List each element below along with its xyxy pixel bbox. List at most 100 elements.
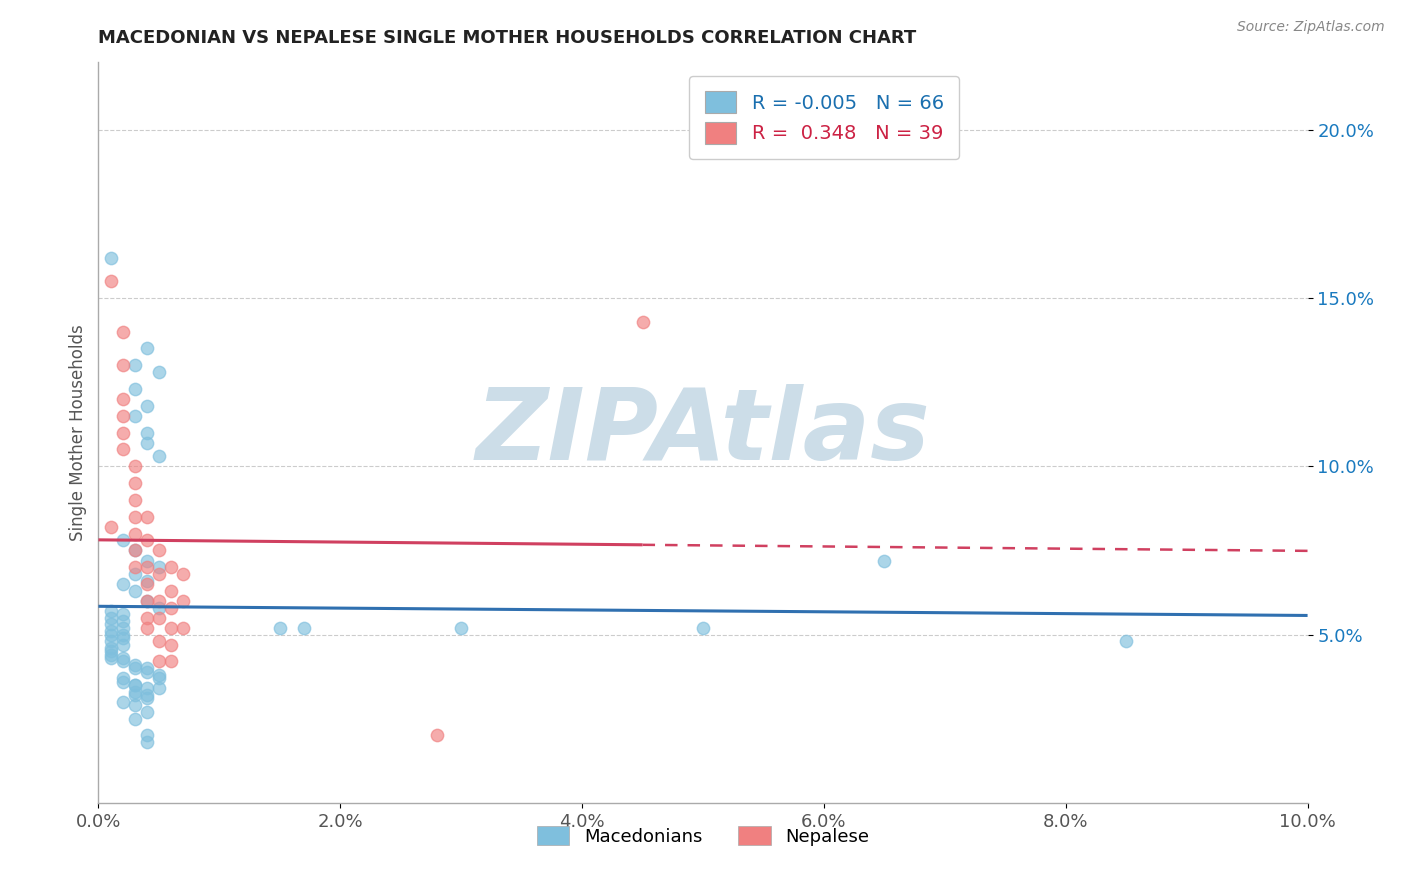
Point	[111, 638, 134, 652]
Point	[148, 634, 170, 648]
Point	[631, 315, 654, 329]
Point	[124, 459, 146, 474]
Point	[124, 698, 146, 713]
Point	[124, 476, 146, 491]
Point	[100, 640, 122, 655]
Point	[148, 449, 170, 463]
Point	[100, 648, 122, 662]
Point	[148, 365, 170, 379]
Point	[135, 577, 157, 591]
Point	[111, 655, 134, 669]
Point	[148, 560, 170, 574]
Point	[100, 274, 122, 288]
Point	[111, 695, 134, 709]
Point	[100, 520, 122, 534]
Point	[124, 661, 146, 675]
Point	[111, 614, 134, 628]
Point	[111, 359, 134, 373]
Point	[111, 577, 134, 591]
Point	[450, 621, 472, 635]
Point	[124, 583, 146, 598]
Point	[111, 409, 134, 423]
Point	[100, 610, 122, 624]
Point	[135, 553, 157, 567]
Point	[160, 560, 183, 574]
Point	[111, 325, 134, 339]
Point	[135, 594, 157, 608]
Point	[148, 668, 170, 682]
Point	[160, 655, 183, 669]
Point	[135, 729, 157, 743]
Point	[111, 442, 134, 457]
Point	[124, 409, 146, 423]
Point	[160, 621, 183, 635]
Point	[111, 674, 134, 689]
Point	[873, 553, 896, 567]
Point	[135, 399, 157, 413]
Point	[124, 382, 146, 396]
Point	[135, 621, 157, 635]
Point	[160, 638, 183, 652]
Point	[124, 657, 146, 672]
Point	[135, 735, 157, 749]
Point	[135, 688, 157, 702]
Point	[135, 691, 157, 706]
Point	[269, 621, 291, 635]
Point	[124, 685, 146, 699]
Point	[135, 560, 157, 574]
Point	[292, 621, 315, 635]
Point	[100, 624, 122, 639]
Point	[135, 681, 157, 696]
Point	[148, 566, 170, 581]
Point	[100, 251, 122, 265]
Point	[124, 688, 146, 702]
Text: ZIPAtlas: ZIPAtlas	[475, 384, 931, 481]
Point	[124, 526, 146, 541]
Point	[100, 634, 122, 648]
Point	[100, 617, 122, 632]
Point	[111, 533, 134, 548]
Point	[124, 678, 146, 692]
Text: MACEDONIAN VS NEPALESE SINGLE MOTHER HOUSEHOLDS CORRELATION CHART: MACEDONIAN VS NEPALESE SINGLE MOTHER HOU…	[98, 29, 917, 47]
Point	[124, 712, 146, 726]
Y-axis label: Single Mother Households: Single Mother Households	[69, 325, 87, 541]
Point	[426, 729, 449, 743]
Point	[692, 621, 714, 635]
Point	[124, 492, 146, 507]
Point	[135, 594, 157, 608]
Point	[100, 644, 122, 658]
Point	[124, 678, 146, 692]
Point	[135, 610, 157, 624]
Point	[100, 604, 122, 618]
Point	[135, 661, 157, 675]
Point	[135, 342, 157, 356]
Point	[172, 621, 194, 635]
Point	[135, 425, 157, 440]
Point	[111, 392, 134, 406]
Point	[148, 671, 170, 685]
Point	[148, 600, 170, 615]
Point	[172, 594, 194, 608]
Point	[111, 631, 134, 645]
Point	[148, 594, 170, 608]
Point	[100, 651, 122, 665]
Point	[148, 655, 170, 669]
Point	[135, 705, 157, 719]
Point	[148, 610, 170, 624]
Point	[124, 543, 146, 558]
Point	[124, 560, 146, 574]
Point	[148, 543, 170, 558]
Point	[160, 583, 183, 598]
Point	[111, 651, 134, 665]
Point	[111, 621, 134, 635]
Point	[124, 509, 146, 524]
Point	[100, 627, 122, 641]
Point	[135, 574, 157, 588]
Point	[1115, 634, 1137, 648]
Point	[135, 509, 157, 524]
Point	[160, 600, 183, 615]
Text: Source: ZipAtlas.com: Source: ZipAtlas.com	[1237, 20, 1385, 34]
Point	[124, 359, 146, 373]
Point	[148, 681, 170, 696]
Point	[111, 671, 134, 685]
